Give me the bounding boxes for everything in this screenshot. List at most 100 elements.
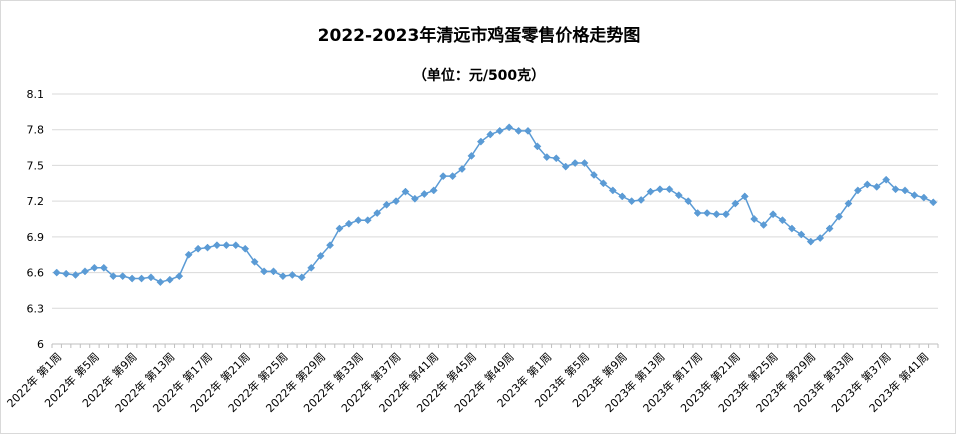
data-point-marker	[401, 187, 410, 196]
data-point-marker	[797, 230, 806, 239]
data-point-marker	[863, 180, 872, 189]
data-point-marker	[882, 175, 891, 184]
data-point-marker	[750, 215, 759, 223]
data-point-marker	[769, 210, 778, 219]
data-point-marker	[439, 172, 448, 181]
data-point-marker	[297, 273, 306, 282]
data-point-marker	[825, 224, 834, 233]
data-point-marker	[505, 123, 514, 132]
data-point-marker	[212, 241, 221, 250]
data-point-marker	[561, 162, 570, 171]
y-tick-label: 8.1	[27, 88, 45, 101]
data-point-marker	[354, 216, 363, 225]
data-point-marker	[194, 244, 203, 253]
data-point-marker	[128, 274, 137, 283]
y-tick-label: 7.5	[27, 159, 45, 172]
data-point-marker	[260, 267, 269, 276]
data-point-marker	[241, 244, 250, 253]
data-point-marker	[655, 185, 664, 194]
data-point-marker	[288, 270, 297, 279]
data-point-marker	[816, 234, 825, 243]
data-point-marker	[147, 273, 155, 282]
data-point-marker	[533, 142, 542, 151]
data-point-marker	[844, 199, 853, 208]
data-point-marker	[599, 179, 608, 188]
data-point-marker	[872, 182, 881, 191]
data-point-marker	[891, 185, 900, 194]
data-point-marker	[250, 257, 259, 266]
data-point-marker	[420, 190, 429, 198]
y-tick-label: 6.9	[27, 231, 45, 244]
data-point-marker	[99, 263, 108, 272]
data-point-marker	[458, 165, 466, 173]
data-point-marker	[590, 170, 598, 179]
data-point-marker	[674, 191, 683, 200]
data-point-marker	[627, 197, 636, 206]
data-point-marker	[740, 192, 749, 201]
data-point-marker	[90, 263, 99, 272]
data-point-marker	[429, 186, 438, 195]
data-point-marker	[156, 278, 165, 287]
data-point-marker	[910, 191, 919, 200]
data-point-marker	[269, 267, 278, 276]
data-point-marker	[392, 197, 400, 206]
data-point-marker	[382, 200, 391, 209]
data-point-marker	[901, 186, 909, 195]
data-point-marker	[787, 224, 796, 233]
data-point-marker	[495, 126, 504, 135]
series-line	[56, 126, 934, 283]
data-point-marker	[835, 212, 843, 221]
data-point-marker	[373, 209, 382, 218]
data-point-marker	[524, 126, 532, 135]
data-point-marker	[410, 194, 419, 203]
data-point-marker	[71, 270, 80, 279]
data-point-marker	[448, 172, 457, 181]
data-point-marker	[184, 250, 193, 259]
y-tick-label: 7.8	[27, 124, 45, 137]
y-tick-label: 6	[37, 338, 44, 351]
data-point-marker	[109, 272, 118, 281]
data-point-marker	[326, 241, 335, 250]
data-point-marker	[703, 209, 712, 218]
data-point-marker	[542, 153, 551, 162]
data-point-marker	[222, 241, 231, 250]
data-point-marker	[580, 159, 589, 168]
y-tick-label: 6.3	[27, 302, 45, 315]
data-point-marker	[344, 219, 353, 228]
data-point-marker	[552, 154, 561, 163]
data-point-marker	[919, 193, 928, 202]
data-point-marker	[853, 186, 862, 195]
data-point-marker	[929, 198, 938, 207]
data-point-marker	[646, 187, 655, 196]
data-point-marker	[231, 241, 240, 250]
data-point-marker	[778, 216, 787, 225]
data-point-marker	[618, 192, 627, 201]
data-point-marker	[721, 210, 730, 219]
data-point-marker	[514, 126, 523, 135]
data-point-marker	[467, 151, 476, 160]
data-point-marker	[637, 195, 646, 204]
data-point-marker	[571, 159, 580, 168]
data-point-marker	[62, 269, 71, 278]
data-point-marker	[278, 272, 287, 281]
data-point-marker	[486, 130, 495, 139]
data-point-marker	[608, 186, 617, 195]
data-point-marker	[693, 209, 702, 218]
y-tick-label: 7.2	[27, 195, 45, 208]
data-point-marker	[307, 263, 316, 272]
data-point-marker	[684, 197, 693, 206]
data-point-marker	[731, 199, 740, 208]
data-point-marker	[806, 237, 815, 246]
data-point-marker	[476, 137, 485, 146]
data-point-marker	[363, 216, 372, 225]
data-point-marker	[52, 268, 61, 277]
data-point-marker	[335, 224, 344, 233]
y-tick-label: 6.6	[27, 267, 45, 280]
data-point-marker	[165, 275, 174, 284]
data-point-marker	[316, 251, 325, 260]
data-point-marker	[665, 185, 674, 194]
data-point-marker	[137, 274, 146, 283]
chart-title: 2022-2023年清远市鸡蛋零售价格走势图	[317, 26, 641, 46]
